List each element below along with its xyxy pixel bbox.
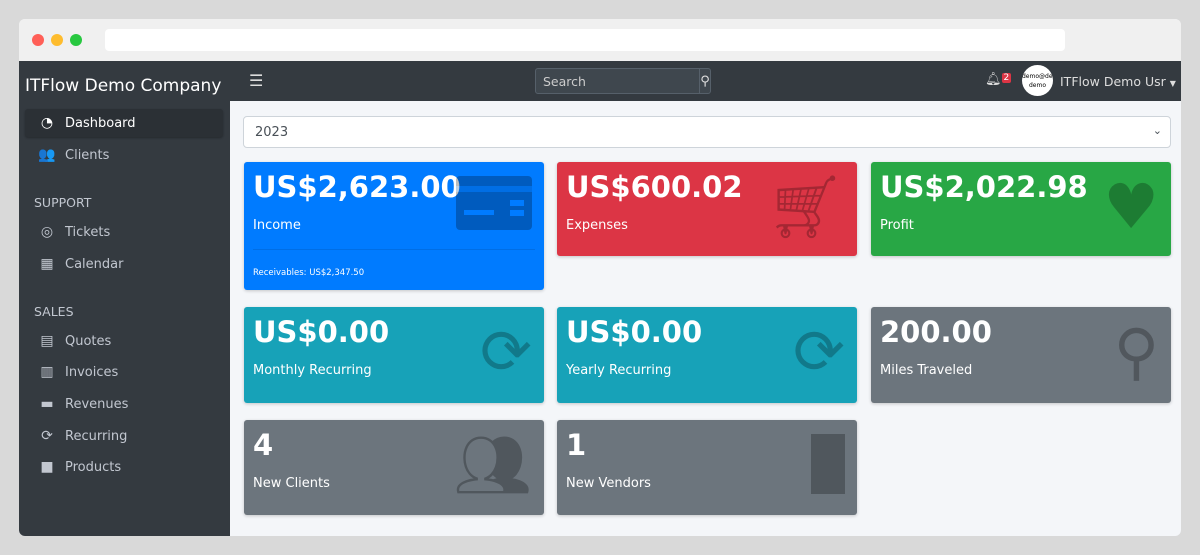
profit-card[interactable]: US$2,022.98 Profit ♥ <box>871 162 1171 256</box>
card-value: US$0.00 <box>253 315 390 349</box>
credit-card-icon <box>456 176 532 240</box>
search-input[interactable] <box>536 69 699 93</box>
sync-icon: ⟳ <box>480 315 532 388</box>
search-icon: ⚲ <box>700 73 710 89</box>
card-label: Expenses <box>566 218 628 233</box>
sidebar-item-recurring[interactable]: ⟳ Recurring <box>25 422 223 450</box>
card-value: US$600.02 <box>566 170 743 204</box>
top-navbar: ☰ ⚲ 🔔︎2 demo@demo demo ITFlow Demo Usr ▼ <box>230 61 1181 101</box>
minimize-window-button[interactable] <box>51 34 63 46</box>
card-label: New Vendors <box>566 476 651 491</box>
sidebar-item-label: Invoices <box>65 364 119 380</box>
sidebar-item-label: Tickets <box>65 224 111 240</box>
file-icon: ▤ <box>40 333 54 349</box>
card-label: Yearly Recurring <box>566 363 672 378</box>
sidebar-item-label: Clients <box>65 147 110 163</box>
card-value: 200.00 <box>880 315 992 349</box>
invoice-icon: ▥ <box>40 364 54 380</box>
life-ring-icon: ◎ <box>40 224 54 240</box>
sidebar-item-quotes[interactable]: ▤ Quotes <box>25 327 223 355</box>
sync-icon: ⟳ <box>41 428 53 444</box>
users-icon: 👥︎ <box>453 428 532 501</box>
chevron-down-icon: ⌄ <box>1152 124 1162 137</box>
close-window-button[interactable] <box>32 34 44 46</box>
sidebar-item-invoices[interactable]: ▥ Invoices <box>25 358 223 386</box>
sidebar-item-label: Recurring <box>65 428 128 444</box>
calendar-icon: ▦ <box>40 256 54 272</box>
miles-traveled-card[interactable]: 200.00 Miles Traveled ⚲ <box>871 307 1171 403</box>
sidebar-item-clients[interactable]: 👥 Clients <box>25 141 223 169</box>
new-vendors-card[interactable]: 1 New Vendors <box>557 420 857 515</box>
notifications-button[interactable]: 🔔︎ 2 <box>985 72 1012 87</box>
sidebar-item-calendar[interactable]: ▦ Calendar <box>25 250 223 278</box>
sidebar-item-label: Products <box>65 459 122 475</box>
shopping-cart-icon: 🛒︎ <box>766 170 845 243</box>
credit-card-icon: ▬ <box>40 396 54 412</box>
sync-icon: ⟳ <box>793 315 845 388</box>
title-bar <box>19 19 1181 61</box>
sidebar-item-label: Calendar <box>65 256 124 272</box>
income-card[interactable]: US$2,623.00 Income Receivables: US$2,347… <box>244 162 544 290</box>
monthly-recurring-card[interactable]: US$0.00 Monthly Recurring ⟳ <box>244 307 544 403</box>
year-select[interactable]: 2023 ⌄ <box>243 116 1171 148</box>
card-label: Monthly Recurring <box>253 363 372 378</box>
search-button[interactable]: ⚲ <box>699 69 710 93</box>
search-form: ⚲ <box>535 68 711 94</box>
card-value: 4 <box>253 428 274 462</box>
expenses-card[interactable]: US$600.02 Expenses 🛒︎ <box>557 162 857 256</box>
sidebar-item-revenues[interactable]: ▬ Revenues <box>25 390 223 418</box>
browser-window: ITFlow Demo Company ◔ Dashboard 👥 Clients … <box>19 19 1181 536</box>
box-icon: ■ <box>40 459 54 475</box>
sidebar: ITFlow Demo Company ◔ Dashboard 👥 Clients … <box>19 61 230 536</box>
sidebar-item-label: Quotes <box>65 333 112 349</box>
sidebar-item-label: Dashboard <box>65 115 136 131</box>
brand[interactable]: ITFlow Demo Company <box>25 76 222 96</box>
heart-icon: ♥ <box>1103 170 1159 243</box>
tachometer-icon: ◔ <box>40 115 54 131</box>
new-clients-card[interactable]: 4 New Clients 👥︎ <box>244 420 544 515</box>
card-value: US$2,623.00 <box>253 170 461 204</box>
address-bar[interactable] <box>105 29 1065 51</box>
receivables-text: Receivables: US$2,347.50 <box>253 268 365 278</box>
card-label: Profit <box>880 218 914 233</box>
menu-toggle-icon[interactable]: ☰ <box>249 71 264 90</box>
caret-down-icon: ▼ <box>1169 79 1176 88</box>
avatar[interactable]: demo@demo demo <box>1022 65 1053 96</box>
user-name: ITFlow Demo Usr <box>1060 74 1166 89</box>
card-value: US$0.00 <box>566 315 703 349</box>
card-label: New Clients <box>253 476 330 491</box>
card-value: 1 <box>566 428 587 462</box>
sidebar-item-tickets[interactable]: ◎ Tickets <box>25 218 223 246</box>
building-icon <box>811 434 845 504</box>
card-value: US$2,022.98 <box>880 170 1088 204</box>
maximize-window-button[interactable] <box>70 34 82 46</box>
yearly-recurring-card[interactable]: US$0.00 Yearly Recurring ⟳ <box>557 307 857 403</box>
users-icon: 👥 <box>38 147 56 163</box>
sidebar-item-label: Revenues <box>65 396 129 412</box>
notification-badge: 2 <box>1001 73 1012 83</box>
user-menu[interactable]: ITFlow Demo Usr ▼ <box>1060 74 1176 89</box>
sales-header: SALES <box>34 304 74 319</box>
card-label: Miles Traveled <box>880 363 973 378</box>
card-label: Income <box>253 218 301 233</box>
sidebar-item-dashboard[interactable]: ◔ Dashboard <box>25 109 223 137</box>
sidebar-item-products[interactable]: ■ Products <box>25 453 223 481</box>
divider <box>253 249 535 250</box>
bell-icon: 🔔︎ <box>985 72 1002 87</box>
support-header: SUPPORT <box>34 195 92 210</box>
year-value: 2023 <box>255 125 289 140</box>
route-icon: ⚲ <box>1113 315 1159 388</box>
